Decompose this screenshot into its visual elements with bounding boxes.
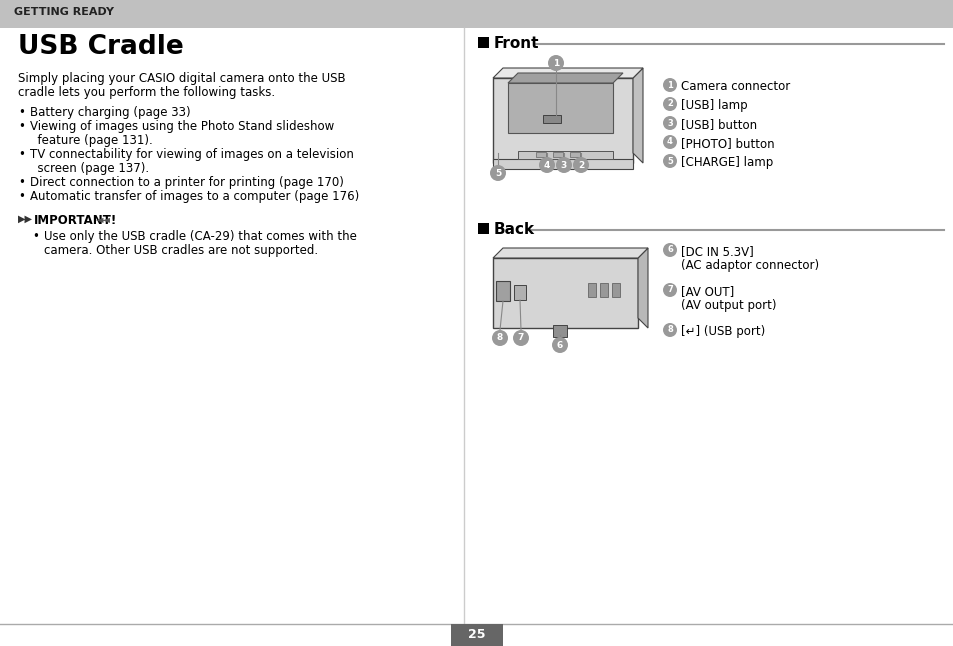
- Text: 5: 5: [666, 156, 672, 165]
- Text: 6: 6: [557, 340, 562, 349]
- Circle shape: [538, 157, 555, 173]
- Bar: [536, 152, 545, 157]
- Circle shape: [573, 157, 588, 173]
- Text: (AC adaptor connector): (AC adaptor connector): [680, 259, 819, 272]
- Text: [↵] (USB port): [↵] (USB port): [680, 325, 764, 338]
- Text: Front: Front: [494, 36, 539, 51]
- Text: [AV OUT]: [AV OUT]: [680, 285, 734, 298]
- Text: •: •: [18, 148, 25, 161]
- Text: •: •: [18, 106, 25, 119]
- Text: [PHOTO] button: [PHOTO] button: [680, 137, 774, 150]
- Circle shape: [513, 330, 529, 346]
- Text: 8: 8: [666, 326, 672, 335]
- Circle shape: [662, 116, 677, 130]
- Bar: [477, 37, 489, 48]
- Text: USB Cradle: USB Cradle: [18, 34, 184, 60]
- Text: 6: 6: [666, 245, 672, 255]
- Bar: [493, 159, 633, 169]
- Text: 25: 25: [468, 629, 485, 641]
- Text: [DC IN 5.3V]: [DC IN 5.3V]: [680, 245, 753, 258]
- Text: •: •: [18, 176, 25, 189]
- Text: [CHARGE] lamp: [CHARGE] lamp: [680, 156, 773, 169]
- Bar: [507, 83, 613, 133]
- Circle shape: [662, 135, 677, 149]
- Bar: [0, 0, 953, 28]
- Text: 3: 3: [666, 118, 672, 127]
- Text: 4: 4: [666, 138, 672, 147]
- Text: camera. Other USB cradles are not supported.: camera. Other USB cradles are not suppor…: [44, 244, 317, 257]
- Polygon shape: [638, 248, 647, 328]
- Text: 1: 1: [553, 59, 558, 67]
- Text: 3: 3: [560, 160, 566, 169]
- Bar: [493, 78, 633, 163]
- Circle shape: [662, 323, 677, 337]
- Text: cradle lets you perform the following tasks.: cradle lets you perform the following ta…: [18, 86, 274, 99]
- Text: Back: Back: [494, 222, 535, 237]
- Circle shape: [552, 337, 567, 353]
- Text: 1: 1: [666, 81, 672, 90]
- Bar: [493, 258, 638, 328]
- Bar: [496, 281, 510, 301]
- Text: 4: 4: [543, 160, 550, 169]
- Text: 2: 2: [666, 99, 672, 109]
- Bar: [553, 325, 566, 337]
- Text: IMPORTANT!: IMPORTANT!: [34, 214, 117, 227]
- Text: •: •: [32, 230, 39, 243]
- Circle shape: [556, 157, 572, 173]
- Text: Use only the USB cradle (CA-29) that comes with the: Use only the USB cradle (CA-29) that com…: [44, 230, 356, 243]
- Polygon shape: [633, 68, 642, 163]
- Circle shape: [662, 97, 677, 111]
- Text: screen (page 137).: screen (page 137).: [30, 162, 149, 175]
- Text: 8: 8: [497, 333, 502, 342]
- Circle shape: [662, 154, 677, 168]
- Text: 5: 5: [495, 169, 500, 178]
- Polygon shape: [507, 73, 622, 83]
- Circle shape: [662, 283, 677, 297]
- Text: Viewing of images using the Photo Stand slideshow: Viewing of images using the Photo Stand …: [30, 120, 334, 133]
- Bar: [514, 285, 525, 300]
- Text: Battery charging (page 33): Battery charging (page 33): [30, 106, 191, 119]
- Circle shape: [547, 55, 563, 71]
- Text: •: •: [18, 120, 25, 133]
- Bar: [553, 152, 562, 157]
- Circle shape: [662, 243, 677, 257]
- Circle shape: [490, 165, 505, 181]
- Circle shape: [662, 78, 677, 92]
- Text: [USB] button: [USB] button: [680, 118, 757, 131]
- Bar: [587, 283, 596, 297]
- Bar: [612, 283, 619, 297]
- Bar: [517, 151, 613, 159]
- Text: Automatic transfer of images to a computer (page 176): Automatic transfer of images to a comput…: [30, 190, 359, 203]
- Polygon shape: [493, 248, 647, 258]
- Text: •: •: [18, 190, 25, 203]
- Text: 7: 7: [517, 333, 523, 342]
- Text: 2: 2: [578, 160, 583, 169]
- Bar: [599, 283, 607, 297]
- Text: Camera connector: Camera connector: [680, 80, 789, 93]
- Text: ▶▶: ▶▶: [18, 214, 33, 224]
- Text: ◄◄: ◄◄: [96, 214, 111, 224]
- Polygon shape: [493, 68, 642, 78]
- Text: GETTING READY: GETTING READY: [14, 7, 113, 17]
- Bar: [451, 624, 502, 646]
- FancyBboxPatch shape: [542, 115, 560, 123]
- Text: Simply placing your CASIO digital camera onto the USB: Simply placing your CASIO digital camera…: [18, 72, 345, 85]
- Text: 7: 7: [666, 286, 672, 295]
- Text: [USB] lamp: [USB] lamp: [680, 99, 747, 112]
- Bar: [477, 223, 489, 234]
- Text: feature (page 131).: feature (page 131).: [30, 134, 152, 147]
- Text: (AV output port): (AV output port): [680, 299, 776, 312]
- Text: Direct connection to a printer for printing (page 170): Direct connection to a printer for print…: [30, 176, 343, 189]
- Text: TV connectability for viewing of images on a television: TV connectability for viewing of images …: [30, 148, 354, 161]
- Circle shape: [492, 330, 507, 346]
- Bar: [569, 152, 579, 157]
